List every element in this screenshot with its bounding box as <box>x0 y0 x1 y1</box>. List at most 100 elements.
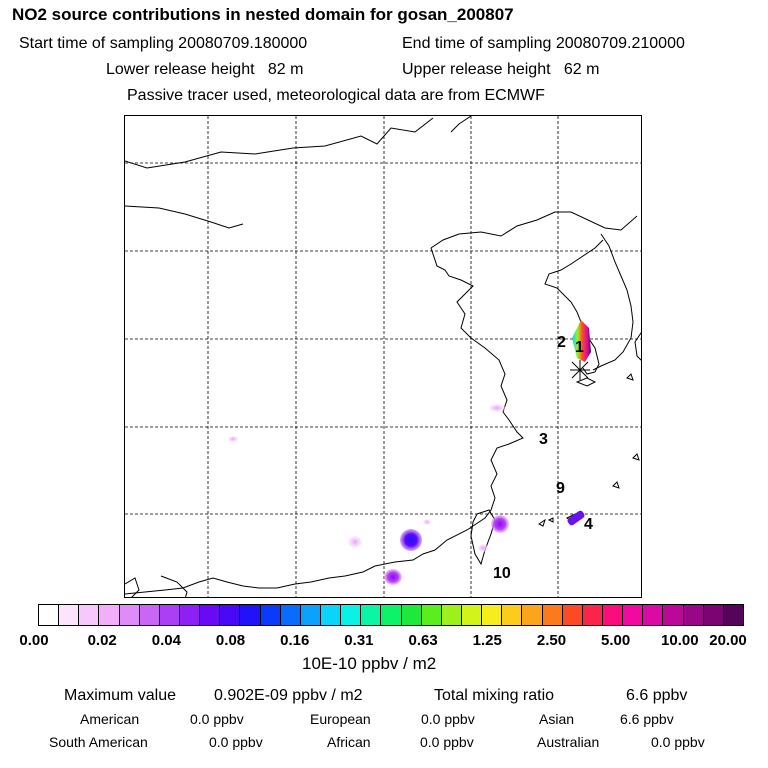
concentration-patch-west <box>348 536 362 548</box>
marker-label: 3 <box>539 431 548 448</box>
region-south-american-value: 0.0 ppbv <box>209 734 263 750</box>
marker-label: 10 <box>493 565 511 582</box>
concentration-patch-faint <box>489 404 505 412</box>
asterisk-icon <box>570 360 590 380</box>
colorbar-segment <box>502 605 523 625</box>
region-european-label: European <box>310 711 371 727</box>
colorbar-segment <box>663 605 684 625</box>
colorbar-tick-label: 10.00 <box>661 632 699 649</box>
marker-label: 1 <box>575 339 584 356</box>
mongolia-china-border <box>125 117 434 169</box>
page-title: NO2 source contributions in nested domai… <box>12 5 514 24</box>
region-asian-label: Asian <box>539 711 575 727</box>
marker-label: 4 <box>584 516 593 533</box>
concentration-field <box>228 320 591 585</box>
korea-peninsula <box>570 301 600 375</box>
concentration-patch-faint <box>478 544 488 552</box>
korea-east-coast <box>592 233 634 371</box>
max-value-label: Maximum value <box>64 687 177 704</box>
colorbar-segment <box>482 605 503 625</box>
colorbar-tick-label: 0.16 <box>280 632 310 649</box>
map-canvas <box>125 116 641 597</box>
concentration-patch-ryukyu <box>567 510 585 526</box>
north-korea-border <box>430 211 638 249</box>
japan-kyushu <box>634 332 641 361</box>
upper-release-height-label: Upper release height 62 m <box>402 61 600 78</box>
colorbar <box>38 604 744 626</box>
colorbar-tick-label: 1.25 <box>472 632 502 649</box>
colorbar-segment <box>421 605 442 625</box>
region-african-label: African <box>327 734 371 750</box>
colorbar-segment <box>703 605 724 625</box>
colorbar-tick-label: 0.02 <box>87 632 117 649</box>
colorbar-segment <box>562 605 583 625</box>
tracer-note: Passive tracer used, meteorological data… <box>127 87 545 104</box>
bohai-coast <box>430 247 508 413</box>
colorbar-segment <box>79 605 100 625</box>
colorbar-tick-label: 20.00 <box>709 632 747 649</box>
marker-label: 2 <box>557 334 566 351</box>
colorbar-segment <box>159 605 180 625</box>
region-american-label: American <box>80 711 140 727</box>
colorbar-segment <box>341 605 362 625</box>
colorbar-segment <box>200 605 221 625</box>
taiwan <box>470 509 496 566</box>
small-islands <box>538 517 554 527</box>
start-time-label: Start time of sampling 20080709.180000 <box>19 35 308 52</box>
coastlines <box>125 116 641 597</box>
yalu-border <box>544 239 604 303</box>
colorbar-segment <box>542 605 563 625</box>
max-value: 0.902E-09 ppbv / m2 <box>214 687 363 704</box>
colorbar-tick-label: 0.08 <box>215 632 246 649</box>
region-australian-label: Australian <box>537 734 600 750</box>
colorbar-segment <box>300 605 321 625</box>
total-mixing-ratio-value: 6.6 ppbv <box>626 687 688 704</box>
colorbar-segment <box>522 605 543 625</box>
ryukyu-islet <box>632 453 640 461</box>
shandong-coast <box>125 411 524 595</box>
colorbar-segment <box>59 605 80 625</box>
japan-islet <box>626 373 634 381</box>
region-american-value: 0.0 ppbv <box>190 711 244 727</box>
marker-label: 9 <box>556 480 565 497</box>
end-time-label: End time of sampling 20080709.210000 <box>402 35 685 52</box>
colorbar-segment <box>220 605 241 625</box>
region-african-value: 0.0 ppbv <box>420 734 474 750</box>
colorbar-tick-label: 0.04 <box>151 632 181 649</box>
region-australian-value: 0.0 ppbv <box>651 734 705 750</box>
colorbar-segment <box>361 605 382 625</box>
colorbar-tick-label: 0.63 <box>408 632 438 649</box>
grid-lines <box>125 116 641 597</box>
colorbar-segment <box>280 605 301 625</box>
colorbar-segment <box>441 605 462 625</box>
colorbar-segment <box>139 605 160 625</box>
colorbar-segment <box>461 605 483 625</box>
hainan-coast <box>125 577 140 597</box>
concentration-patch-guangdong <box>400 529 422 551</box>
region-asian-value: 6.6 ppbv <box>620 711 674 727</box>
colorbar-tick-label: 5.00 <box>601 632 631 649</box>
region-south-american-label: South American <box>49 734 148 750</box>
colorbar-segment <box>240 605 261 625</box>
colorbar-segment <box>623 605 644 625</box>
colorbar-segment <box>179 605 201 625</box>
colorbar-segment <box>582 605 603 625</box>
concentration-plume-source <box>572 320 591 362</box>
concentration-patch-faint <box>228 436 238 442</box>
colorbar-segment <box>723 605 743 625</box>
concentration-patch-faint <box>423 519 431 525</box>
colorbar-segment <box>99 605 120 625</box>
colorbar-segment <box>602 605 624 625</box>
colorbar-tick-label: 0.00 <box>19 632 49 649</box>
concentration-patch-south <box>384 569 402 585</box>
map-panel: 1 2 3 9 4 10 <box>124 115 642 598</box>
colorbar-segment <box>683 605 704 625</box>
ryukyu-islet-2 <box>612 481 620 489</box>
jeju-island <box>575 377 597 387</box>
vietnam-border <box>160 575 188 597</box>
colorbar-segment <box>119 605 140 625</box>
colorbar-segment <box>39 605 60 625</box>
colorbar-segment <box>320 605 342 625</box>
colorbar-segment <box>260 605 281 625</box>
region-european-value: 0.0 ppbv <box>421 711 475 727</box>
